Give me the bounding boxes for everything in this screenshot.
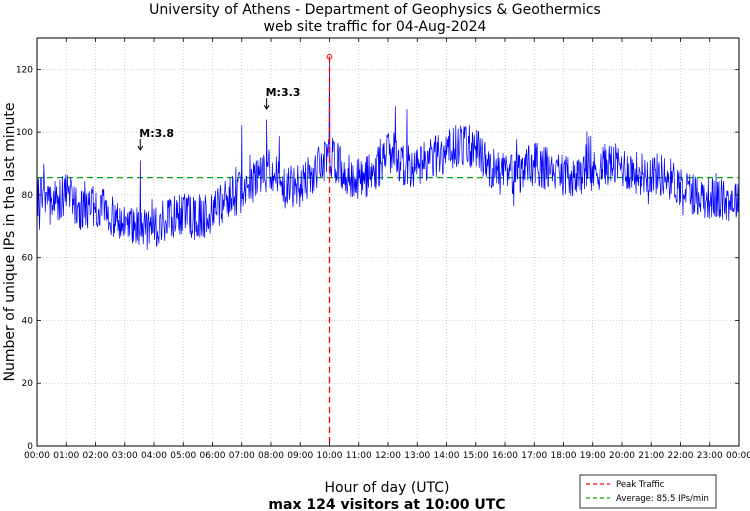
annotation-label: M:3.3 (266, 86, 301, 99)
y-tick-label: 120 (16, 65, 33, 75)
max-visitors-note: max 124 visitors at 10:00 UTC (268, 497, 505, 511)
x-tick-label: 17:00 (521, 451, 547, 461)
x-tick-label: 09:00 (287, 451, 313, 461)
x-tick-label: 15:00 (463, 451, 489, 461)
x-tick-label: 06:00 (200, 451, 226, 461)
x-tick-label: 16:00 (492, 451, 518, 461)
y-tick-label: 20 (22, 379, 34, 389)
legend: Peak Traffic Average: 85.5 IPs/min (579, 474, 717, 509)
plot-area: 00:00 01:00 02:00 03:00 04:00 05:00 06:00 07:00… (16, 37, 750, 461)
legend-box (579, 474, 717, 509)
annotation-label: M:3.8 (139, 127, 174, 140)
x-tick-label: 14:00 (434, 451, 460, 461)
y-tick-label: 60 (22, 254, 34, 264)
annotation-arrow-head (137, 145, 144, 151)
axis-ticks: 00:00 01:00 02:00 03:00 04:00 05:00 06:00 07:00… (16, 38, 750, 461)
legend-peak-label: Peak Traffic (616, 480, 665, 490)
y-axis-label: Number of unique IPs in the last minute (2, 103, 18, 382)
annotation-arrow-head (263, 104, 270, 111)
x-tick-label: 03:00 (112, 451, 138, 461)
x-axis-label: Hour of day (UTC) (325, 480, 450, 496)
chart-title: University of Athens - Department of Geo… (149, 2, 601, 18)
x-tick-label: 23:00 (697, 451, 723, 461)
x-tick-label: 00:00 (726, 451, 750, 461)
peak-marker (326, 54, 333, 60)
x-tick-label: 02:00 (83, 451, 109, 461)
x-tick-label: 12:00 (375, 451, 401, 461)
x-tick-label: 22:00 (668, 451, 694, 461)
x-tick-label: 20:00 (609, 451, 635, 461)
x-tick-label: 01:00 (53, 451, 79, 461)
x-tick-label: 08:00 (258, 451, 284, 461)
legend-average-label: Average: 85.5 IPs/min (616, 494, 709, 504)
x-tick-label: 18:00 (551, 451, 577, 461)
y-tick-label: 0 (27, 442, 33, 452)
chart-subtitle: web site traffic for 04-Aug-2024 (264, 19, 487, 35)
x-tick-label: 21:00 (638, 451, 664, 461)
x-tick-label: 07:00 (229, 451, 255, 461)
grid (37, 38, 739, 446)
annotation-layer: M:3.8 M:3.3 (137, 86, 301, 151)
x-tick-label: 10:00 (317, 451, 343, 461)
x-tick-label: 04:00 (141, 451, 167, 461)
x-tick-label: 00:00 (24, 451, 50, 461)
peak-layer (326, 54, 333, 446)
y-tick-label: 100 (16, 128, 33, 138)
x-tick-label: 05:00 (170, 451, 196, 461)
x-tick-label: 19:00 (580, 451, 606, 461)
y-tick-label: 40 (22, 316, 34, 326)
x-tick-label: 13:00 (404, 451, 430, 461)
y-tick-label: 80 (22, 191, 34, 201)
x-tick-label: 11:00 (346, 451, 372, 461)
traffic-series-line (36, 56, 740, 250)
series-layer (36, 56, 740, 250)
